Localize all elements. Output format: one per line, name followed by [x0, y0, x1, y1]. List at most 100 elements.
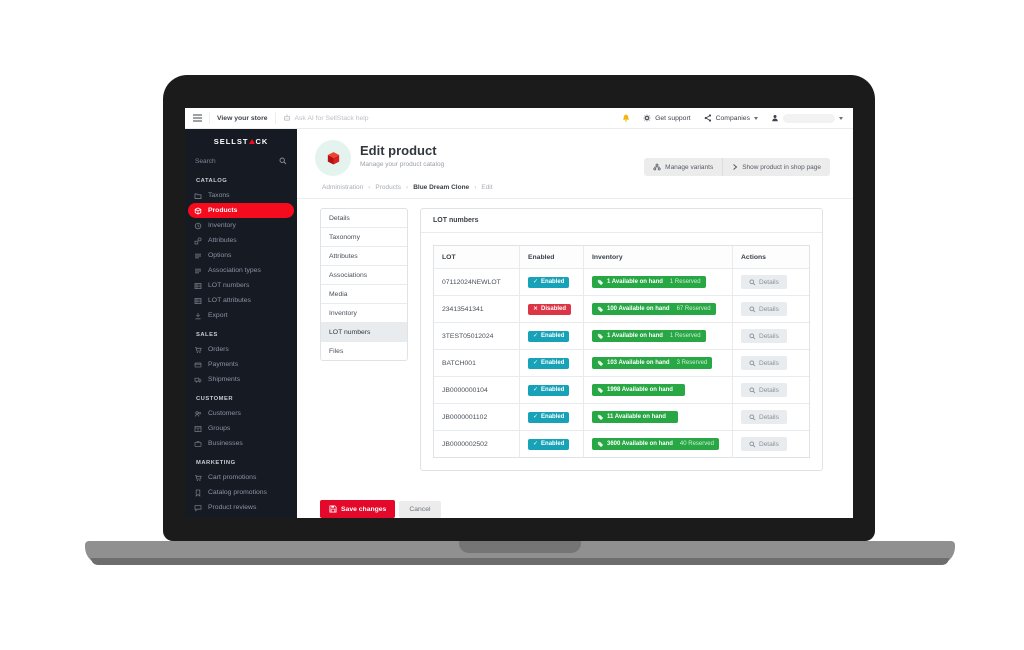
details-button[interactable]: Details: [741, 437, 787, 451]
arrow-right-icon: [733, 164, 738, 170]
lot-value: 07112024NEWLOT: [434, 269, 520, 295]
search-icon: [749, 440, 756, 447]
sidebar-item-businesses[interactable]: Businesses: [185, 436, 297, 451]
tab-taxonomy[interactable]: Taxonomy: [321, 228, 407, 247]
tab-details[interactable]: Details: [321, 209, 407, 228]
lot-value: JB0000002502: [434, 431, 520, 457]
shapes-icon: [194, 237, 202, 245]
sidebar-item-lot-numbers[interactable]: LOT numbers: [185, 278, 297, 293]
column-header-lot: LOT: [434, 246, 520, 268]
section-label-sales: SALES: [196, 332, 218, 338]
x-icon: ×: [533, 305, 539, 312]
tag-icon: [597, 279, 604, 285]
sidebar-item-taxons[interactable]: Taxons: [185, 188, 297, 203]
page-subtitle: Manage your product catalog: [360, 161, 445, 168]
inventory-badge: 1998 Available on hand: [592, 384, 685, 396]
breadcrumb-blue-dream-clone[interactable]: Blue Dream Clone: [413, 184, 470, 191]
user-menu[interactable]: [771, 113, 843, 123]
companies-dropdown[interactable]: Companies: [704, 114, 758, 122]
sidebar: SELLST CK Search CATALOG Taxons Products …: [185, 129, 297, 518]
form-actions: Save changes Cancel: [297, 488, 853, 518]
sidebar-item-inventory[interactable]: Inventory: [185, 218, 297, 233]
tag-icon: [597, 387, 604, 393]
get-support-button[interactable]: Get support: [643, 114, 691, 122]
sidebar-item-orders[interactable]: Orders: [185, 342, 297, 357]
product-cube-icon: [315, 140, 351, 176]
details-button[interactable]: Details: [741, 329, 787, 343]
triangle-a-icon: [248, 139, 255, 144]
details-button[interactable]: Details: [741, 383, 787, 397]
lot-value: 23413541341: [434, 296, 520, 322]
chevron-down-icon: [754, 116, 758, 120]
table-row: JB0000000104 ✓ Enabled 1998 Available on …: [434, 377, 809, 404]
sidebar-item-product-reviews[interactable]: Product reviews: [185, 500, 297, 515]
sidebar-item-options[interactable]: Options: [185, 248, 297, 263]
tag-icon: [597, 333, 604, 339]
grid-icon: [194, 282, 202, 290]
lot-numbers-panel: LOT numbers LOT Enabled Inventory Action…: [420, 208, 823, 471]
tab-associations[interactable]: Associations: [321, 266, 407, 285]
ai-search-placeholder: Ask AI for SellStack help: [294, 114, 369, 122]
sidebar-item-cart-promotions[interactable]: Cart promotions: [185, 470, 297, 485]
users-icon: [194, 410, 202, 418]
details-button[interactable]: Details: [741, 302, 787, 316]
panel-title: LOT numbers: [421, 209, 822, 233]
sidebar-item-attributes[interactable]: Attributes: [185, 233, 297, 248]
sidebar-item-payments[interactable]: Payments: [185, 357, 297, 372]
sidebar-item-association-types[interactable]: Association types: [185, 263, 297, 278]
truck-icon: [194, 376, 202, 384]
sidebar-search-input[interactable]: Search: [195, 157, 287, 165]
user-icon: [772, 115, 778, 122]
sidebar-item-products[interactable]: Products: [188, 203, 294, 218]
cancel-button[interactable]: Cancel: [399, 500, 441, 518]
sidebar-item-lot-attributes[interactable]: LOT attributes: [185, 293, 297, 308]
inventory-badge: 11 Available on hand: [592, 411, 678, 423]
breadcrumb-products[interactable]: Products: [375, 184, 402, 191]
tab-attributes[interactable]: Attributes: [321, 247, 407, 266]
section-label-marketing: MARKETING: [196, 460, 236, 466]
tag-icon: [597, 306, 604, 312]
breadcrumb-administration[interactable]: Administration: [322, 184, 364, 191]
manage-variants-button[interactable]: Manage variants: [644, 158, 722, 176]
lot-value: BATCH001: [434, 350, 520, 376]
history-icon: [194, 222, 202, 230]
sidebar-item-groups[interactable]: Groups: [185, 421, 297, 436]
column-header-inventory: Inventory: [584, 246, 733, 268]
inventory-badge: 3600 Available on hand 40 Reserved: [592, 438, 719, 450]
notifications-bell-icon[interactable]: [622, 114, 630, 123]
tab-files[interactable]: Files: [329, 347, 344, 355]
check-icon: ✓: [533, 386, 539, 393]
sidebar-item-shipments[interactable]: Shipments: [185, 372, 297, 387]
table-row: JB0000001102 ✓ Enabled 11 Available on ha…: [434, 404, 809, 431]
ai-search-input[interactable]: Ask AI for SellStack help: [283, 114, 616, 122]
details-button[interactable]: Details: [741, 410, 787, 424]
tab-lot-numbers[interactable]: LOT numbers: [321, 323, 407, 342]
briefcase-icon: [194, 440, 202, 448]
table-row: 23413541341 × Disabled 100 Available on h…: [434, 296, 809, 323]
hamburger-menu-icon[interactable]: [193, 114, 202, 122]
tab-media[interactable]: Media: [321, 285, 407, 304]
status-badge: ✓ Enabled: [528, 357, 570, 369]
search-icon: [279, 157, 287, 165]
status-badge: × Disabled: [528, 303, 572, 315]
table-header-row: LOT Enabled Inventory Actions: [434, 246, 809, 269]
sidebar-item-catalog-promotions[interactable]: Catalog promotions: [185, 485, 297, 500]
tab-inventory[interactable]: Inventory: [321, 304, 407, 323]
table-row: JB0000002502 ✓ Enabled 3600 Available on …: [434, 431, 809, 457]
save-changes-button[interactable]: Save changes: [320, 500, 396, 518]
details-button[interactable]: Details: [741, 356, 787, 370]
sidebar-item-customers[interactable]: Customers: [185, 406, 297, 421]
sidebar-item-bonus-points-strategies[interactable]: Bonus points strategies: [185, 515, 297, 518]
view-your-store-link[interactable]: View your store: [217, 114, 268, 122]
sidebar-item-export[interactable]: Export: [185, 308, 297, 323]
search-icon: [749, 359, 756, 366]
column-header-actions: Actions: [733, 246, 809, 268]
status-badge: ✓ Enabled: [528, 411, 570, 423]
show-product-in-shop-button[interactable]: Show product in shop page: [722, 158, 830, 176]
details-button[interactable]: Details: [741, 275, 787, 289]
search-icon: [749, 386, 756, 393]
sliders-icon: [194, 267, 202, 275]
status-badge: ✓ Enabled: [528, 330, 570, 342]
table-row: BATCH001 ✓ Enabled 103 Available on hand 3…: [434, 350, 809, 377]
table-row: 07112024NEWLOT ✓ Enabled 1 Available on h…: [434, 269, 809, 296]
